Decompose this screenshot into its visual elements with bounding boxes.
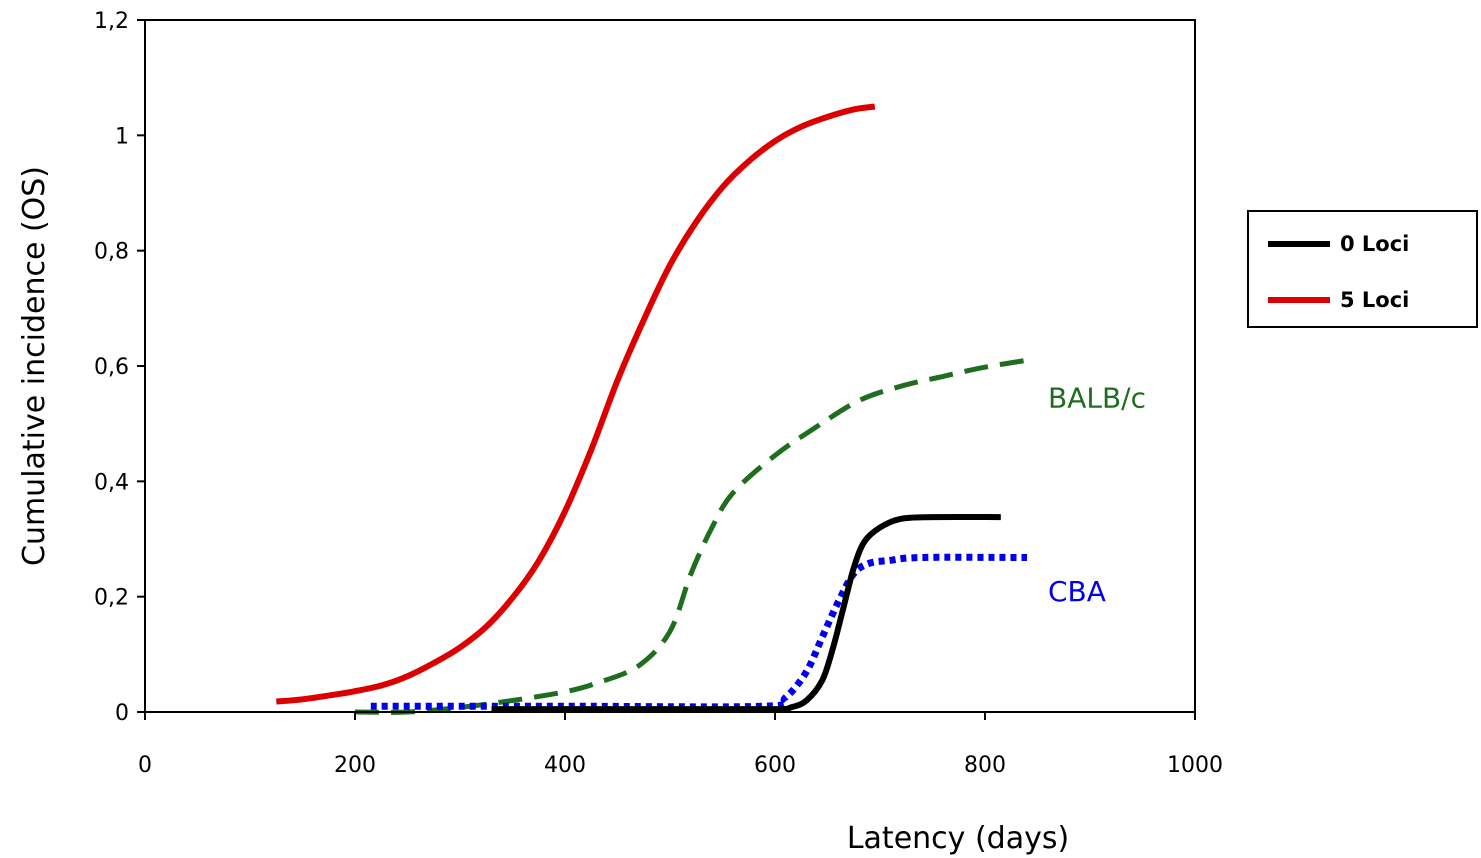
x-tick-label-600: 600: [754, 753, 796, 778]
x-axis: 0 200 400 600 800 1000: [138, 712, 1223, 778]
annotation-cba: CBA: [1048, 575, 1106, 608]
series-line-cba: [370, 553, 1028, 711]
y-axis: 0 0,2 0,4 0,6 0,8 1 1,2: [94, 9, 145, 726]
series-line-0-loci: [491, 513, 1001, 713]
series-line-balb-c: [354, 357, 1028, 715]
x-tick-label-800: 800: [964, 753, 1006, 778]
annotations: BALB/c CBA: [1048, 382, 1146, 608]
legend-label-0-loci: 0 Loci: [1340, 232, 1409, 256]
x-axis-title: Latency (days): [847, 821, 1069, 856]
series-line-5-loci: [276, 103, 876, 705]
y-tick-label-0-2: 0,2: [94, 586, 129, 611]
x-tick-label-1000: 1000: [1167, 753, 1223, 778]
legend: 0 Loci 5 Loci: [1247, 210, 1478, 328]
y-tick-label-1-2: 1,2: [94, 9, 129, 34]
y-tick-label-1: 1: [115, 124, 129, 149]
y-tick-label-0-4: 0,4: [94, 470, 129, 495]
legend-label-5-loci: 5 Loci: [1340, 288, 1409, 312]
series-layer: [276, 103, 1028, 715]
x-tick-label-200: 200: [334, 753, 376, 778]
y-tick-label-0-8: 0,8: [94, 240, 129, 265]
x-tick-label-0: 0: [138, 753, 152, 778]
y-tick-label-0-6: 0,6: [94, 355, 129, 380]
legend-box: [1247, 210, 1478, 328]
annotation-balb-c: BALB/c: [1048, 382, 1146, 415]
y-axis-title: Cumulative incidence (OS): [17, 166, 52, 566]
y-tick-label-0: 0: [115, 701, 129, 726]
x-tick-label-400: 400: [544, 753, 586, 778]
plot-frame: [144, 19, 1196, 713]
